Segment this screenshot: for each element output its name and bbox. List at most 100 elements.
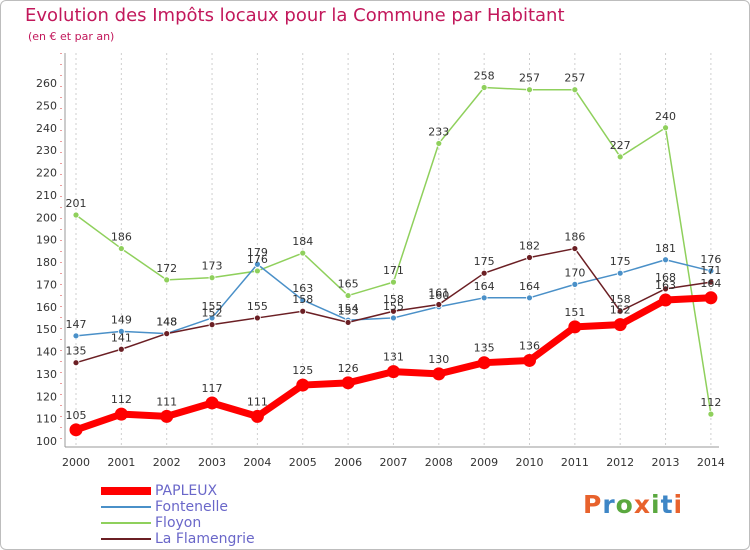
data-point-la-flamengrie-2000 xyxy=(72,359,80,367)
data-label-floyon-2005: 184 xyxy=(292,235,313,248)
data-point-floyon-2014 xyxy=(707,410,715,418)
data-point-fontenelle-2005 xyxy=(299,296,307,304)
data-label-floyon-2007: 171 xyxy=(383,264,404,277)
data-point-fontenelle-2011 xyxy=(571,280,579,288)
data-point-papleux-2013 xyxy=(659,293,673,307)
data-label-floyon-2000: 201 xyxy=(66,197,87,210)
data-label-fontenelle-2000: 147 xyxy=(66,318,87,331)
data-label-fontenelle-2010: 164 xyxy=(519,280,540,293)
data-label-papleux-2004: 111 xyxy=(247,395,268,408)
x-tick-label-2007: 2007 xyxy=(379,456,407,469)
data-point-floyon-2007 xyxy=(390,278,397,286)
data-label-floyon-2004: 176 xyxy=(247,253,268,266)
data-label-papleux-2008: 130 xyxy=(428,353,449,366)
data-label-fontenelle-2007: 155 xyxy=(383,300,404,313)
data-point-la-flamengrie-2008 xyxy=(435,301,443,308)
data-label-la-flamengrie-2005: 158 xyxy=(292,293,313,306)
data-label-fontenelle-2009: 164 xyxy=(474,280,495,293)
legend-swatch-floyon xyxy=(101,522,151,524)
data-label-papleux-2007: 131 xyxy=(383,351,404,364)
data-point-papleux-2008 xyxy=(432,367,446,381)
x-tick-label-2000: 2000 xyxy=(62,456,90,469)
data-label-fontenelle-2012: 175 xyxy=(610,255,631,268)
data-label-la-flamengrie-2009: 175 xyxy=(474,255,495,268)
data-label-floyon-2003: 173 xyxy=(202,260,223,273)
data-point-floyon-2009 xyxy=(480,84,488,91)
data-label-la-flamengrie-2014: 171 xyxy=(700,264,721,277)
data-point-la-flamengrie-2006 xyxy=(344,319,352,326)
y-tick-label-250: 250 xyxy=(36,99,57,112)
y-tick-label-150: 150 xyxy=(36,323,57,336)
data-label-papleux-2005: 125 xyxy=(292,364,313,377)
data-label-la-flamengrie-2008: 161 xyxy=(428,287,449,300)
data-point-floyon-2011 xyxy=(571,86,579,94)
data-point-la-flamengrie-2003 xyxy=(208,321,216,329)
data-point-floyon-2001 xyxy=(117,245,125,252)
x-tick-label-2011: 2011 xyxy=(561,456,589,469)
data-point-fontenelle-2014 xyxy=(707,267,715,275)
data-point-la-flamengrie-2013 xyxy=(662,285,669,293)
data-label-la-flamengrie-2012: 158 xyxy=(610,293,631,306)
data-label-floyon-2012: 227 xyxy=(610,139,631,152)
data-label-papleux-2003: 117 xyxy=(202,382,223,395)
y-tick-label-200: 200 xyxy=(36,211,57,224)
data-point-la-flamengrie-2010 xyxy=(526,254,533,261)
x-tick-label-2002: 2002 xyxy=(153,456,181,469)
data-label-fontenelle-2013: 181 xyxy=(655,242,676,255)
data-label-fontenelle-2002: 148 xyxy=(156,316,177,329)
data-label-floyon-2011: 257 xyxy=(564,72,585,85)
data-point-floyon-2000 xyxy=(72,211,80,219)
data-label-la-flamengrie-2006: 153 xyxy=(338,304,359,317)
data-point-fontenelle-2007 xyxy=(390,314,397,322)
data-label-fontenelle-2001: 149 xyxy=(111,313,132,326)
data-label-floyon-2009: 258 xyxy=(474,69,495,82)
data-point-floyon-2010 xyxy=(526,86,533,94)
data-point-fontenelle-2003 xyxy=(208,314,216,322)
data-label-fontenelle-2003: 155 xyxy=(202,300,223,313)
data-label-la-flamengrie-2013: 168 xyxy=(655,271,676,284)
data-point-papleux-2004 xyxy=(250,409,264,423)
legend-swatch-fontenelle xyxy=(101,506,151,508)
y-tick-label-260: 260 xyxy=(36,77,57,90)
data-label-la-flamengrie-2007: 158 xyxy=(383,293,404,306)
data-point-papleux-2010 xyxy=(523,353,536,367)
y-tick-label-180: 180 xyxy=(36,256,57,269)
data-label-papleux-2006: 126 xyxy=(338,362,359,375)
data-point-la-flamengrie-2004 xyxy=(253,314,261,322)
data-point-fontenelle-2013 xyxy=(662,256,669,264)
x-tick-label-2008: 2008 xyxy=(425,456,453,469)
data-label-floyon-2010: 257 xyxy=(519,72,540,85)
legend-swatch-la-flamengrie xyxy=(101,538,151,540)
data-point-floyon-2006 xyxy=(344,292,352,299)
data-label-papleux-2010: 136 xyxy=(519,339,540,352)
x-tick-label-2009: 2009 xyxy=(470,456,498,469)
data-label-floyon-2006: 165 xyxy=(338,278,359,291)
data-label-papleux-2014: 164 xyxy=(700,277,721,290)
x-tick-label-2014: 2014 xyxy=(697,456,725,469)
data-label-la-flamengrie-2011: 186 xyxy=(564,231,585,244)
data-label-papleux-2011: 151 xyxy=(564,306,585,319)
data-point-papleux-2003 xyxy=(205,396,219,410)
data-point-floyon-2004 xyxy=(253,267,261,275)
data-label-papleux-2002: 111 xyxy=(156,395,177,408)
proxiti-logo: Proxiti xyxy=(583,490,684,519)
data-point-fontenelle-2001 xyxy=(117,327,125,335)
legend-label-la-flamengrie: La Flamengrie xyxy=(155,531,255,547)
y-tick-label-160: 160 xyxy=(36,301,57,314)
x-tick-label-2003: 2003 xyxy=(198,456,226,469)
data-point-la-flamengrie-2012 xyxy=(616,307,624,315)
data-point-fontenelle-2004 xyxy=(253,260,261,268)
x-tick-label-2005: 2005 xyxy=(289,456,317,469)
data-point-floyon-2003 xyxy=(208,274,216,282)
data-point-papleux-2000 xyxy=(69,423,83,437)
data-label-papleux-2012: 152 xyxy=(610,304,631,317)
y-tick-label-110: 110 xyxy=(36,413,57,426)
data-point-fontenelle-2010 xyxy=(526,294,533,302)
y-tick-label-120: 120 xyxy=(36,390,57,403)
data-point-papleux-2012 xyxy=(613,318,627,332)
data-label-floyon-2002: 172 xyxy=(156,262,177,275)
chart-title: Evolution des Impôts locaux pour la Comm… xyxy=(25,5,565,26)
data-point-fontenelle-2009 xyxy=(480,294,488,302)
